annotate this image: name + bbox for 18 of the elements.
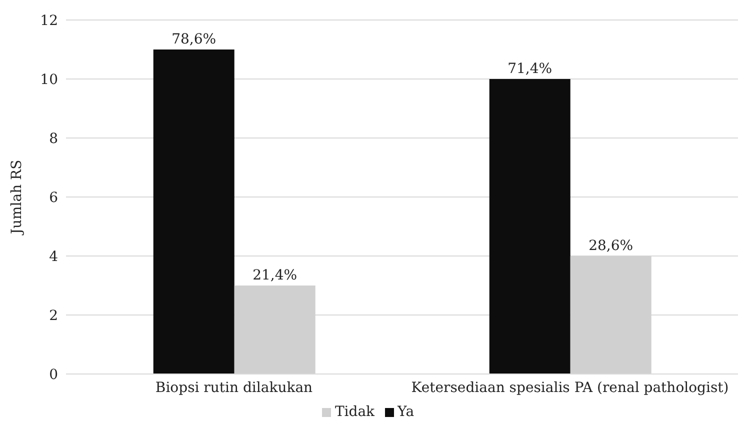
y-tick-label: 6 — [49, 190, 58, 206]
legend-label: Tidak — [334, 404, 375, 420]
y-axis-title: Jumlah RS — [8, 160, 25, 236]
x-tick-label: Biopsi rutin dilakukan — [155, 380, 313, 396]
annotation: 21,4% — [252, 268, 298, 284]
y-tick-label: 12 — [40, 12, 58, 29]
bar — [489, 79, 570, 374]
x-tick-label: Ketersediaan spesialis PA (renal pathologist) — [411, 380, 729, 396]
annotation: 78,6% — [172, 32, 216, 48]
y-tick-label: 8 — [49, 130, 58, 147]
y-tick-label: 2 — [49, 308, 58, 324]
y-tick-label: 0 — [49, 366, 58, 383]
annotation: 71,4% — [508, 61, 552, 77]
annotation: 28,6% — [588, 238, 634, 254]
legend-label: Ya — [398, 404, 414, 420]
y-tick-label: 4 — [49, 248, 58, 265]
bar — [153, 50, 234, 374]
y-tick-label: 10 — [40, 72, 58, 88]
